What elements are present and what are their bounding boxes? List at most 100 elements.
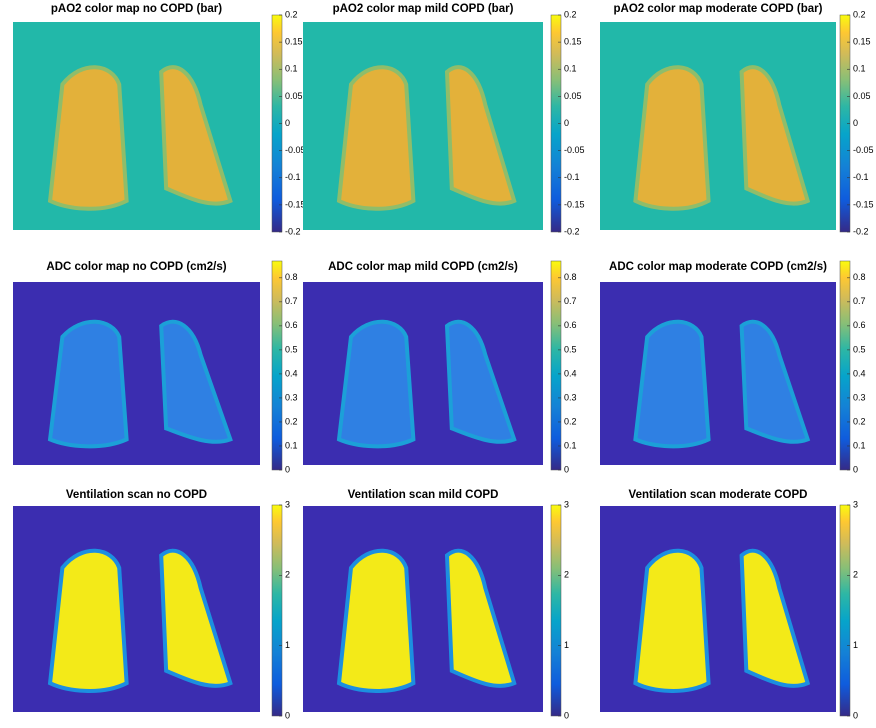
colorbar-tick-label: 0.3 bbox=[564, 392, 577, 402]
colorbar-tick-label: 1 bbox=[564, 640, 569, 650]
panel-title: Ventilation scan mild COPD bbox=[348, 489, 499, 501]
panel-title: ADC color map mild COPD (cm2/s) bbox=[328, 261, 518, 273]
panel-title: Ventilation scan moderate COPD bbox=[629, 489, 808, 501]
colorbar-tick-label: 0.6 bbox=[853, 320, 866, 330]
lung bbox=[742, 67, 808, 203]
lung bbox=[50, 67, 127, 209]
colorbar-tick-label: 0 bbox=[564, 710, 569, 720]
colorbar-tick-label: -0.15 bbox=[853, 199, 874, 209]
lung bbox=[50, 551, 127, 691]
colorbar-tick-label: -0.05 bbox=[564, 145, 585, 155]
colorbar-tick-label: 0.2 bbox=[853, 416, 866, 426]
lungs bbox=[50, 551, 230, 691]
colorbar-tick-label: -0.15 bbox=[564, 199, 585, 209]
colorbar-tick-label: 0.5 bbox=[853, 344, 866, 354]
colorbar-tick-label: 0.8 bbox=[285, 272, 298, 282]
lungs bbox=[339, 322, 514, 447]
lung bbox=[339, 551, 413, 691]
lung bbox=[635, 551, 708, 691]
colorbar-tick-label: 0.05 bbox=[853, 91, 871, 101]
lungs bbox=[50, 322, 230, 447]
panel-title: pAO2 color map mild COPD (bar) bbox=[333, 3, 514, 15]
panel-title: ADC color map moderate COPD (cm2/s) bbox=[609, 261, 827, 273]
colorbar-tick-label: 0.2 bbox=[564, 9, 577, 19]
colorbar bbox=[550, 504, 562, 717]
colorbar-tick-label: 0.4 bbox=[285, 368, 298, 378]
colorbar bbox=[271, 504, 283, 717]
panel-title: Ventilation scan no COPD bbox=[66, 489, 207, 501]
colorbar-tick-label: -0.1 bbox=[564, 172, 580, 182]
lung bbox=[161, 67, 230, 203]
colorbar-tick-label: 1 bbox=[285, 640, 290, 650]
panel-title: ADC color map no COPD (cm2/s) bbox=[46, 261, 226, 273]
colorbar-tick-label: 0.2 bbox=[285, 9, 298, 19]
colorbar-tick-label: 3 bbox=[285, 499, 290, 509]
colorbar-tick-label: 0 bbox=[853, 710, 858, 720]
colorbar-tick-label: 0.6 bbox=[285, 320, 298, 330]
lung bbox=[635, 67, 708, 209]
colorbar-tick-label: 0.5 bbox=[564, 344, 577, 354]
colorbar-tick-label: 0.6 bbox=[564, 320, 577, 330]
colorbar-tick-label: 0.7 bbox=[853, 296, 866, 306]
colorbar bbox=[271, 260, 283, 471]
colorbar-tick-label: 0 bbox=[285, 464, 290, 474]
colorbar-tick-label: 0.1 bbox=[285, 440, 298, 450]
colorbar-tick-label: 2 bbox=[285, 570, 290, 580]
colorbar-tick-label: 0.7 bbox=[285, 296, 298, 306]
colorbar-tick-label: 0.05 bbox=[564, 91, 582, 101]
colorbar-tick-label: 1 bbox=[853, 640, 858, 650]
colorbar-tick-label: 0 bbox=[564, 464, 569, 474]
lungs bbox=[339, 551, 514, 691]
colorbar-tick-label: 0.1 bbox=[564, 440, 577, 450]
colorbar-tick-label: 0 bbox=[564, 118, 569, 128]
colorbar-tick-label: -0.05 bbox=[853, 145, 874, 155]
colorbar-tick-label: 0.15 bbox=[853, 37, 871, 47]
panel-title: pAO2 color map no COPD (bar) bbox=[51, 3, 222, 15]
lungs bbox=[50, 67, 230, 209]
colorbar-tick-label: 0.1 bbox=[564, 64, 577, 74]
colorbar-tick-label: -0.1 bbox=[853, 172, 869, 182]
colorbar-tick-label: 0.4 bbox=[853, 368, 866, 378]
colorbar-tick-label: 0.4 bbox=[564, 368, 577, 378]
colorbar-tick-label: -0.2 bbox=[853, 226, 869, 236]
colorbar-tick-label: 3 bbox=[853, 499, 858, 509]
colorbar-tick-label: 3 bbox=[564, 499, 569, 509]
lung bbox=[447, 67, 514, 203]
colorbar-tick-label: 0.3 bbox=[853, 392, 866, 402]
lungs bbox=[635, 67, 807, 209]
colorbar-tick-label: -0.05 bbox=[285, 145, 306, 155]
lungs bbox=[635, 551, 807, 691]
colorbar-tick-label: 0.2 bbox=[853, 9, 866, 19]
colorbar-tick-label: 2 bbox=[853, 570, 858, 580]
colorbar-tick-label: 0 bbox=[853, 464, 858, 474]
panel-title: pAO2 color map moderate COPD (bar) bbox=[614, 3, 823, 15]
colorbar-tick-label: 2 bbox=[564, 570, 569, 580]
colorbar-tick-label: 0.2 bbox=[285, 416, 298, 426]
lung bbox=[742, 322, 808, 442]
lung bbox=[161, 322, 230, 442]
colorbar-tick-label: 0.15 bbox=[564, 37, 582, 47]
lung bbox=[161, 551, 230, 686]
colorbar bbox=[839, 504, 851, 717]
colorbar-tick-label: 0.8 bbox=[564, 272, 577, 282]
lung bbox=[447, 551, 514, 686]
lungs bbox=[635, 322, 807, 447]
colorbar-tick-label: 0.1 bbox=[853, 440, 866, 450]
colorbar bbox=[550, 260, 562, 471]
lung bbox=[339, 322, 413, 447]
lungs bbox=[339, 67, 514, 209]
colorbar-tick-label: -0.2 bbox=[564, 226, 580, 236]
colorbar-tick-label: 0 bbox=[853, 118, 858, 128]
colorbar-tick-label: 0.05 bbox=[285, 91, 303, 101]
colorbar-tick-label: -0.1 bbox=[285, 172, 301, 182]
colorbar-tick-label: -0.15 bbox=[285, 199, 306, 209]
colorbar-tick-label: 0 bbox=[285, 118, 290, 128]
lung bbox=[635, 322, 708, 447]
lung bbox=[50, 322, 127, 447]
colorbar-tick-label: 0.5 bbox=[285, 344, 298, 354]
colorbar-tick-label: 0.8 bbox=[853, 272, 866, 282]
colorbar-tick-label: 0.2 bbox=[564, 416, 577, 426]
lung bbox=[742, 551, 808, 686]
